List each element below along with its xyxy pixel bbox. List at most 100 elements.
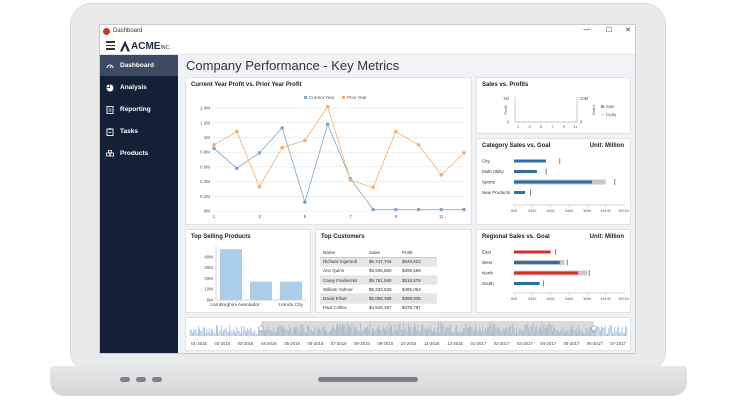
x-tick-label: 3 [528,124,531,129]
cell-sales: $5,333,829 [366,284,399,295]
timeline-tick-label: 05-2017 [564,341,580,346]
data-point [462,207,466,212]
sidebar-item-label: Dashboard [120,62,154,69]
logo-mark-icon [120,40,130,52]
x-tick-label: 1 [213,214,216,219]
panel-title: Current Year Profit vs. Prior Year Profi… [191,82,302,88]
timeline-tick-label: 07-2017 [610,341,626,346]
cell-profit: $389,935 [399,293,437,304]
legend-label: Prior Year [347,95,367,100]
data-point [257,151,262,155]
category-bullet-chart: ¥40 ¥420 ¥440 ¥460 ¥480 ¥4100 ¥4120 City Multi U… [482,158,629,213]
y-tick-label: 1M [204,135,211,140]
table-row[interactable]: Paul Collins $4,528,397 $378,797 [320,303,437,313]
right-axis-label: Sales [591,105,596,115]
cell-sales: $6,747,704 [366,257,399,267]
cell-sales: $4,528,397 [366,303,399,313]
data-point [212,142,216,147]
profit-point [568,121,571,123]
sidebar-item-analysis[interactable]: Analysis [100,77,178,98]
data-point [257,184,262,189]
x-tick-label: 5 [540,124,543,129]
x-tick-label: ¥460 [565,297,573,301]
timeline-chart[interactable]: 01-2016 02-2016 03-2016 04-2016 05-2016 06-20… [186,318,632,352]
data-point [439,207,444,212]
timeline-tick-label: 09-2016 [377,341,393,346]
x-tick-label: 5 [304,214,307,219]
column-header[interactable]: Name [320,248,366,258]
table-row[interactable]: Carey Fredericks $5,761,560 $518,578 [320,275,437,286]
cell-name: William Yahner [320,284,366,295]
sidebar: Dashboard Analysis Reporting Tasks Produ… [100,55,178,353]
profit-point [517,121,519,123]
x-tick-label: ¥420 [528,297,536,301]
data-point [416,142,421,147]
timeline-tick-label: 12-2016 [447,341,463,346]
timeline-tick-label: 07-2016 [331,341,347,346]
legend-swatch [342,96,345,99]
x-tick-label: ¥4100 [601,209,611,213]
sidebar-item-reporting[interactable]: Reporting [100,99,178,120]
x-tick-label: 9 [395,214,398,219]
y-tick-label: 40M [204,254,213,259]
category-label: Multi Utility [482,169,505,174]
data-point [234,166,239,171]
tasks-icon [106,127,114,136]
data-point [325,104,330,109]
base-dot [120,377,130,382]
data-point [371,185,375,190]
y-tick-label: 30M [204,265,213,270]
table-row[interactable]: Ann Quinn $5,935,560 $395,596 [320,266,437,277]
data-point [371,207,375,212]
unit-label: Unit: Million [589,143,624,149]
sidebar-item-products[interactable]: Products [100,143,178,164]
sidebar-item-tasks[interactable]: Tasks [100,121,178,142]
value-bar [514,271,579,275]
sidebar-item-label: Tasks [120,128,138,135]
left-axis-tick: 1M [503,96,509,101]
main-content: Company Performance - Key Metrics Curren… [178,55,635,353]
panel-title: Top Selling Products [191,234,251,240]
category-label: New Products [482,190,511,195]
panel-title: Regional Sales vs. Goal [482,234,550,240]
legend-label: Profit [606,113,617,118]
y-tick-label: 0M [204,209,211,214]
maximize-button[interactable]: ☐ [605,27,613,34]
x-tick-label: 3 [258,214,261,219]
legend-label: Sale [606,104,615,109]
table-row[interactable]: David Elliott $5,096,388 $389,935 [320,293,437,304]
data-point [439,173,444,177]
cell-name: Ann Quinn [320,266,366,277]
base-dot [152,377,162,382]
table-row[interactable]: Richard Ingersoll $6,747,704 $549,622 [320,257,437,267]
timeline-tick-label: 06-2017 [587,341,603,346]
minimize-button[interactable]: — [583,26,591,33]
timeline-tick-label: 05-2016 [284,341,300,346]
product-bar [280,281,302,300]
report-icon [106,105,114,114]
profit-point [534,121,536,123]
cell-profit: $549,622 [399,257,437,267]
table-row[interactable]: William Yahner $5,333,829 $485,054 [320,284,437,295]
app-icon [103,28,110,35]
timeline-navigator[interactable]: 01-2016 02-2016 03-2016 04-2016 05-2016 06-20… [185,317,631,351]
unit-label: Unit: Million [589,234,624,240]
y-tick-label: 0.2M [200,194,210,199]
profit-chart-panel: Current Year Profit vs. Prior Year Profi… [185,77,472,225]
category-label: North [482,271,494,276]
top-products-panel: Top Selling Products 0M 10M 20M 30M 40M Lambo… [185,229,311,313]
timeline-tick-label: 06-2016 [307,341,323,346]
sidebar-item-dashboard[interactable]: Dashboard [100,55,178,76]
hamburger-menu-icon[interactable] [106,41,115,50]
x-tick-label: 1 [517,124,520,129]
column-header[interactable]: Sales [366,248,399,258]
column-header[interactable]: Profit [399,248,437,258]
base-dot [136,377,146,382]
app-header: ACME INC. [100,38,635,55]
y-tick-label: 1.2M [200,120,210,125]
x-tick-label: ¥460 [565,209,573,213]
timeline-tick-label: 03-2016 [238,341,254,346]
value-bar [514,159,547,163]
close-button[interactable]: ✕ [625,27,631,34]
titlebar: Dashboard — ☐ ✕ [100,25,635,38]
